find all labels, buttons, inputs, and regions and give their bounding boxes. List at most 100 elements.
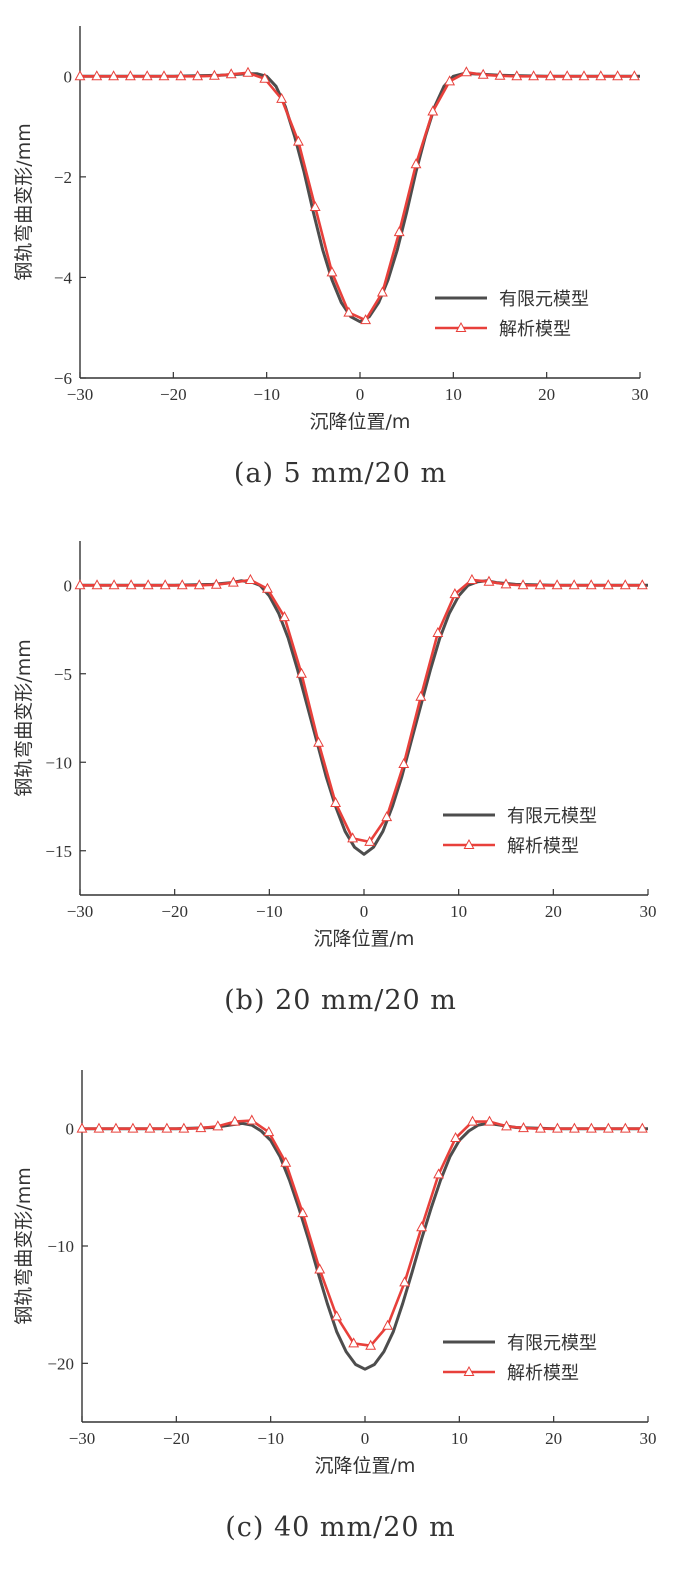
data-point <box>585 1122 597 1133</box>
chart-panel-a: −30 −20 −10 0 10 20 30 0 −2 −4 −6 沉降位置/m 钢轨弯曲变形/mm 有限… <box>0 0 681 455</box>
x-axis-label: 沉降位置/m <box>310 411 411 433</box>
data-point <box>427 105 439 116</box>
x-tick-label: −20 <box>160 385 187 404</box>
y-tick-label: 0 <box>66 1120 75 1139</box>
data-point <box>297 1207 309 1218</box>
data-point <box>127 1122 139 1133</box>
x-tick-label: −20 <box>161 902 188 921</box>
data-point <box>144 1122 156 1133</box>
data-point <box>176 579 188 590</box>
y-axis-label: 钢轨弯曲变形/mm <box>13 1167 35 1324</box>
data-point <box>578 70 590 81</box>
data-point <box>483 575 495 586</box>
legend-label: 解析模型 <box>499 319 571 340</box>
chart-a: −30 −20 −10 0 10 20 30 0 −2 −4 −6 沉降位置/m 钢轨弯曲变形/mm 有限… <box>13 26 649 433</box>
data-point <box>175 70 187 81</box>
series-line-1 <box>80 578 643 844</box>
x-tick-label: 0 <box>361 1429 370 1448</box>
chart-c: −30 −20 −10 0 10 20 30 0 −10 −20 沉降位置/m 钢轨弯曲变形/mm 有限… <box>13 1070 657 1477</box>
x-tick-label: 30 <box>640 902 657 921</box>
data-point <box>91 70 103 81</box>
x-tick-label: 0 <box>360 902 369 921</box>
data-point <box>296 667 307 678</box>
y-tick-label: −20 <box>47 1354 74 1373</box>
caption-b: (b) 20 mm/20 m <box>224 985 457 1016</box>
y-tick-label: −10 <box>45 753 72 772</box>
data-point <box>466 573 478 584</box>
caption-a: (a) 5 mm/20 m <box>233 458 448 489</box>
data-point <box>125 579 137 590</box>
y-tick-label: −10 <box>47 1237 74 1256</box>
data-point <box>192 70 204 81</box>
data-point <box>628 70 640 81</box>
data-point <box>410 158 422 169</box>
data-point <box>347 832 359 843</box>
data-point <box>449 588 461 599</box>
data-point <box>276 92 288 103</box>
data-point <box>619 579 631 590</box>
data-point <box>229 1115 241 1126</box>
data-point <box>331 1310 343 1321</box>
data-point <box>227 576 239 587</box>
data-point <box>568 1122 580 1133</box>
series-line-1 <box>82 1119 643 1348</box>
data-point <box>568 579 580 590</box>
x-axis-label: 沉降位置/m <box>314 928 415 950</box>
data-point <box>477 68 489 79</box>
data-point <box>74 579 86 590</box>
y-tick-label: −15 <box>45 842 72 861</box>
data-point <box>415 690 427 701</box>
data-point <box>551 579 563 590</box>
data-point <box>450 1132 461 1143</box>
data-point <box>636 1122 648 1133</box>
series-line-1 <box>80 71 635 322</box>
legend-label: 有限元模型 <box>499 289 589 310</box>
x-tick-label: 20 <box>545 902 562 921</box>
y-tick-label: −5 <box>54 665 72 684</box>
data-point <box>292 135 304 146</box>
y-tick-label: 0 <box>64 67 73 86</box>
data-point <box>108 579 120 590</box>
x-tick-label: 20 <box>538 385 555 404</box>
data-point <box>195 1122 207 1133</box>
data-point <box>348 1337 360 1348</box>
data-point <box>326 266 338 277</box>
x-tick-label: 20 <box>545 1429 562 1448</box>
series-line-0 <box>82 1121 648 1371</box>
data-point <box>93 1122 105 1133</box>
data-point <box>343 306 355 317</box>
chart-b: −30 −20 −10 0 10 20 30 0 −5 −10 −15 沉降位置/m 钢轨弯曲变形/mm… <box>13 541 657 950</box>
x-tick-label: −10 <box>256 902 283 921</box>
data-point <box>108 70 120 81</box>
chart-panel-b: −30 −20 −10 0 10 20 30 0 −5 −10 −15 沉降位置/m 钢轨弯曲变形/mm… <box>0 525 681 980</box>
data-point <box>313 736 324 747</box>
data-point <box>141 70 153 81</box>
chart-panel-c: −30 −20 −10 0 10 20 30 0 −10 −20 沉降位置/m 钢轨弯曲变形/mm 有限… <box>0 1050 681 1505</box>
data-point <box>432 626 444 638</box>
data-point <box>416 1221 428 1232</box>
x-tick-label: 10 <box>451 1429 468 1448</box>
y-axis-label: 钢轨弯曲变形/mm <box>13 639 35 796</box>
data-point <box>159 579 171 590</box>
x-tick-label: 0 <box>356 385 365 404</box>
x-tick-label: −10 <box>253 385 280 404</box>
data-point <box>398 757 410 769</box>
x-tick-label: 30 <box>632 385 649 404</box>
data-point <box>76 1122 88 1133</box>
data-point <box>208 69 220 80</box>
data-point <box>262 582 273 593</box>
data-point <box>263 1126 275 1137</box>
data-point <box>246 1114 258 1125</box>
data-point <box>314 1263 326 1274</box>
data-point <box>602 1122 614 1133</box>
data-point <box>279 611 290 622</box>
data-point <box>602 579 614 590</box>
data-point <box>494 69 506 80</box>
data-point <box>595 70 607 81</box>
data-point <box>360 314 372 325</box>
x-axis-label: 沉降位置/m <box>315 1455 416 1477</box>
data-point <box>535 1122 546 1133</box>
data-point <box>444 75 456 86</box>
data-point <box>161 1122 173 1133</box>
data-point <box>74 70 86 81</box>
